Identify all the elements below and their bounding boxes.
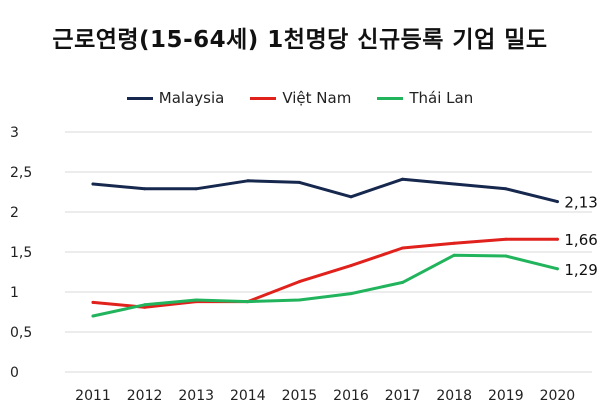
data-point-malaysia [452, 182, 456, 186]
data-point-malaysia [143, 187, 147, 191]
data-point-vi-t-nam [401, 246, 405, 250]
data-point-th-i-lan [194, 298, 198, 302]
y-tick-label: 2 [10, 205, 19, 221]
legend-swatch [377, 96, 404, 100]
data-point-malaysia [246, 179, 250, 183]
data-point-vi-t-nam [349, 264, 353, 268]
x-tick-label: 2012 [127, 388, 163, 404]
data-point-vi-t-nam [452, 241, 456, 245]
end-label-vi-t-nam: 1,66 [564, 231, 597, 249]
data-point-th-i-lan [297, 298, 301, 302]
legend-item-th-i-lan: Thái Lan [377, 89, 473, 107]
legend-item-malaysia: Malaysia [126, 89, 225, 107]
data-point-th-i-lan [401, 280, 405, 284]
legend: Malaysia Việt Nam Thái Lan [0, 89, 600, 107]
series-line-malaysia [91, 177, 559, 204]
end-label-malaysia: 2,13 [564, 194, 597, 212]
data-point-malaysia [349, 195, 353, 199]
data-point-th-i-lan [91, 314, 95, 318]
y-tick-label: 2,5 [10, 165, 32, 181]
legend-swatch [126, 96, 153, 100]
data-point-th-i-lan [349, 292, 353, 296]
end-label-th-i-lan: 1,29 [564, 261, 597, 279]
y-tick-label: 1 [10, 285, 19, 301]
y-tick-label: 1,5 [10, 245, 32, 261]
legend-label: Thái Lan [409, 89, 474, 107]
y-tick-label: 0 [10, 365, 19, 381]
data-point-vi-t-nam [297, 280, 301, 284]
legend-item-vi-t-nam: Việt Nam [250, 89, 351, 107]
data-point-vi-t-nam [91, 300, 95, 304]
x-tick-label: 2016 [333, 388, 369, 404]
x-tick-label: 2014 [230, 388, 266, 404]
series-line-vi-t-nam [91, 237, 559, 309]
data-point-malaysia [504, 187, 508, 191]
data-point-th-i-lan [504, 254, 508, 258]
data-point-malaysia [297, 180, 301, 184]
legend-label: Malaysia [158, 89, 225, 107]
x-tick-label: 2011 [75, 388, 111, 404]
y-tick-label: 0,5 [10, 325, 32, 341]
data-point-th-i-lan [452, 253, 456, 257]
x-tick-label: 2020 [540, 388, 576, 404]
series-line-th-i-lan [91, 253, 559, 318]
data-point-th-i-lan [143, 303, 147, 307]
data-point-th-i-lan [555, 267, 559, 271]
data-point-malaysia [194, 187, 198, 191]
data-point-vi-t-nam [504, 237, 508, 241]
legend-swatch [250, 96, 277, 100]
data-point-malaysia [401, 177, 405, 181]
x-tick-label: 2015 [282, 388, 318, 404]
x-tick-label: 2013 [178, 388, 214, 404]
x-tick-label: 2018 [436, 388, 472, 404]
data-point-malaysia [555, 200, 559, 204]
data-point-vi-t-nam [555, 237, 559, 241]
y-tick-label: 3 [10, 125, 19, 141]
x-tick-label: 2019 [488, 388, 524, 404]
x-tick-label: 2017 [385, 388, 421, 404]
legend-label: Việt Nam [282, 89, 352, 107]
data-point-th-i-lan [246, 300, 250, 304]
data-point-malaysia [91, 182, 95, 186]
chart-title: 근로연령(15-64세) 1천명당 신규등록 기업 밀도 [52, 27, 548, 53]
